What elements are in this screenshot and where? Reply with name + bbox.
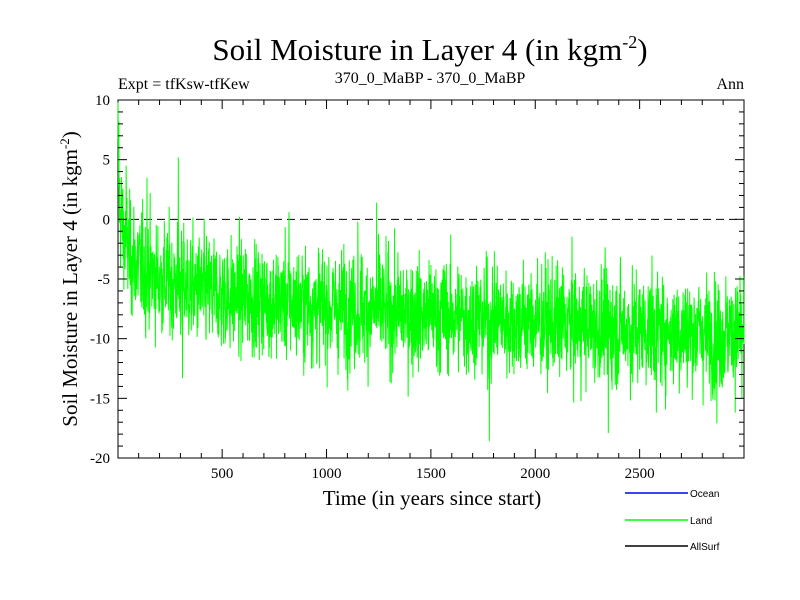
legend-label-allsurf: AllSurf bbox=[690, 542, 720, 553]
y-tick-label: -15 bbox=[90, 391, 110, 407]
x-tick-label: 1500 bbox=[416, 466, 446, 482]
experiment-label: Expt = tfKsw-tfKew bbox=[118, 76, 250, 93]
legend-label-land: Land bbox=[690, 516, 712, 527]
legend-label-ocean: Ocean bbox=[690, 489, 719, 500]
chart-title: Soil Moisture in Layer 4 (in kgm-2) bbox=[212, 32, 647, 67]
axis-ticks: 500 1000 1500 2000 2500 -20 -15 -10 -5 0 5 10 bbox=[90, 93, 744, 482]
x-axis-label: Time (in years since start) bbox=[323, 486, 542, 510]
y-tick-label: 5 bbox=[103, 153, 111, 169]
series-layer bbox=[117, 102, 745, 442]
season-label: Ann bbox=[716, 76, 744, 93]
y-axis-label: Soil Moisture in Layer 4 (in kgm-2) bbox=[57, 131, 82, 426]
y-tick-label: -10 bbox=[90, 332, 110, 348]
period-label: 370_0_MaBP - 370_0_MaBP bbox=[335, 70, 526, 87]
x-tick-label: 1000 bbox=[312, 466, 342, 482]
y-tick-label: -5 bbox=[98, 272, 111, 288]
y-tick-label: -20 bbox=[90, 451, 110, 467]
y-tick-label: 0 bbox=[103, 212, 111, 228]
series-line-land bbox=[117, 102, 745, 442]
y-tick-label: 10 bbox=[95, 93, 110, 109]
x-tick-label: 2000 bbox=[520, 466, 550, 482]
x-tick-label: 2500 bbox=[625, 466, 655, 482]
legend: Ocean Land AllSurf bbox=[625, 489, 720, 553]
x-tick-label: 500 bbox=[211, 466, 234, 482]
